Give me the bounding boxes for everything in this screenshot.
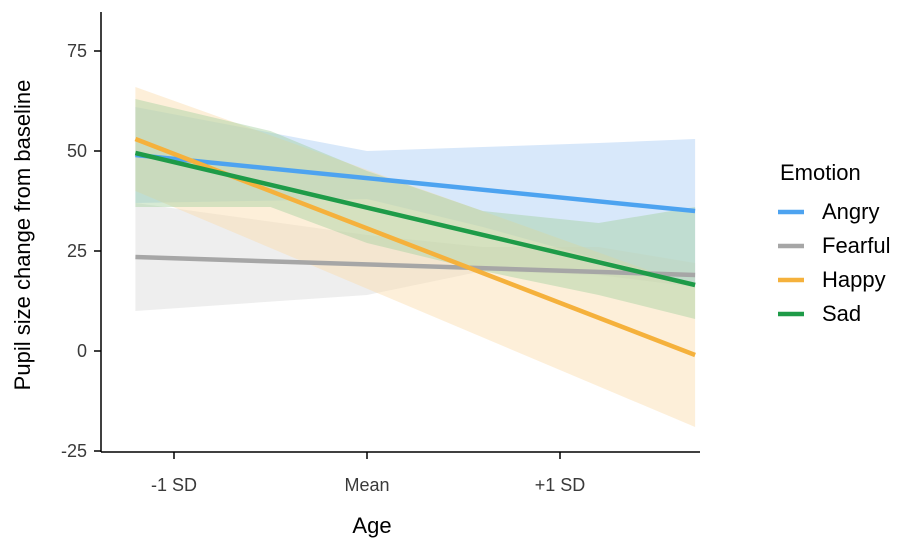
band-happy	[135, 87, 696, 427]
y-axis-title: Pupil size change from baseline	[10, 80, 35, 391]
band-fearful	[135, 203, 696, 311]
x-ticks: -1 SD Mean +1 SD	[151, 452, 585, 495]
y-tick-label: -25	[61, 441, 87, 461]
y-tick-label: 75	[67, 41, 87, 61]
line-sad	[134, 150, 696, 288]
legend-label-fearful: Fearful	[822, 233, 890, 258]
regression-lines	[134, 136, 696, 358]
x-tick-label: -1 SD	[151, 475, 197, 495]
band-angry	[135, 107, 696, 283]
y-tick-label: 0	[77, 341, 87, 361]
legend-label-sad: Sad	[822, 301, 861, 326]
legend-items: Angry Fearful Happy Sad	[778, 199, 890, 326]
x-tick-label: +1 SD	[535, 475, 586, 495]
x-tick-label: Mean	[344, 475, 389, 495]
band-sad	[135, 99, 696, 319]
legend-label-angry: Angry	[822, 199, 879, 224]
legend-label-happy: Happy	[822, 267, 886, 292]
axes	[100, 12, 700, 453]
y-ticks: 75 50 25 0 -25	[61, 41, 101, 461]
y-tick-label: 50	[67, 141, 87, 161]
x-axis-title: Age	[352, 513, 391, 538]
line-fearful	[135, 254, 696, 278]
legend: Emotion Angry Fearful Happy Sad	[778, 160, 890, 326]
legend-title: Emotion	[780, 160, 861, 185]
y-tick-label: 25	[67, 241, 87, 261]
confidence-bands	[135, 87, 696, 427]
line-angry	[135, 152, 696, 214]
